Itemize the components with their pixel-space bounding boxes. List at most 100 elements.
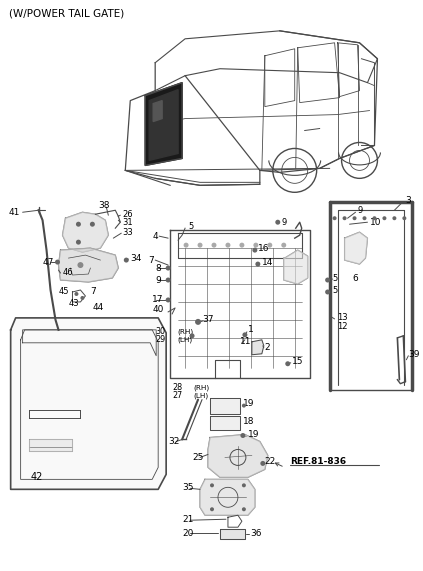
Text: 18: 18 <box>243 417 254 426</box>
Polygon shape <box>149 90 178 160</box>
Circle shape <box>260 461 265 466</box>
Circle shape <box>275 220 280 225</box>
Circle shape <box>253 243 258 248</box>
Circle shape <box>352 216 357 220</box>
Text: 28: 28 <box>172 383 182 392</box>
Text: (LH): (LH) <box>177 336 192 343</box>
Text: 10: 10 <box>369 218 381 227</box>
Text: 13: 13 <box>338 313 348 323</box>
Circle shape <box>76 240 81 244</box>
Text: 4: 4 <box>152 232 158 240</box>
Text: 26: 26 <box>122 210 133 219</box>
Text: 33: 33 <box>122 228 133 236</box>
Circle shape <box>325 278 330 283</box>
Polygon shape <box>58 248 118 282</box>
Circle shape <box>281 243 286 248</box>
Text: 7: 7 <box>148 256 154 264</box>
Text: 9: 9 <box>357 206 363 215</box>
Circle shape <box>90 222 95 227</box>
Circle shape <box>255 262 260 267</box>
Circle shape <box>382 216 387 220</box>
Text: (RH): (RH) <box>177 328 193 335</box>
Text: 44: 44 <box>92 303 104 312</box>
Polygon shape <box>210 416 240 429</box>
Text: 14: 14 <box>262 258 273 267</box>
Circle shape <box>76 222 81 227</box>
Text: 16: 16 <box>258 244 269 252</box>
Text: 19: 19 <box>243 399 254 408</box>
Text: 3: 3 <box>405 196 411 205</box>
Circle shape <box>363 216 366 220</box>
Polygon shape <box>153 100 162 122</box>
Polygon shape <box>284 250 308 284</box>
Circle shape <box>210 507 214 511</box>
Polygon shape <box>345 232 368 264</box>
Polygon shape <box>63 212 108 252</box>
Circle shape <box>166 278 170 283</box>
Text: 2: 2 <box>265 343 270 352</box>
Text: REF.81-836: REF.81-836 <box>290 457 346 466</box>
Text: 15: 15 <box>292 357 303 366</box>
Text: 47: 47 <box>43 258 54 267</box>
Text: 32: 32 <box>168 437 179 446</box>
Circle shape <box>212 243 217 248</box>
Circle shape <box>80 296 85 300</box>
Circle shape <box>190 333 195 339</box>
Text: 22: 22 <box>265 457 276 466</box>
Text: 25: 25 <box>192 453 203 462</box>
Polygon shape <box>11 318 166 489</box>
Text: 6: 6 <box>352 274 358 283</box>
Text: 40: 40 <box>152 305 164 315</box>
Circle shape <box>124 258 129 263</box>
Circle shape <box>285 361 290 366</box>
Text: 21: 21 <box>182 514 193 524</box>
Text: 43: 43 <box>69 299 79 308</box>
Text: 34: 34 <box>130 254 142 263</box>
Text: 35: 35 <box>182 483 194 492</box>
Circle shape <box>267 243 272 248</box>
Circle shape <box>198 243 203 248</box>
Text: 8: 8 <box>155 264 161 272</box>
Circle shape <box>242 483 246 487</box>
Text: 27: 27 <box>172 391 182 400</box>
Polygon shape <box>220 529 245 539</box>
Polygon shape <box>252 340 264 355</box>
Text: 11: 11 <box>240 337 251 347</box>
Circle shape <box>393 216 396 220</box>
Text: (RH): (RH) <box>193 384 209 391</box>
Circle shape <box>242 404 246 408</box>
Polygon shape <box>210 397 240 413</box>
Text: 12: 12 <box>338 323 348 331</box>
Text: 5: 5 <box>188 222 193 231</box>
Circle shape <box>166 266 170 271</box>
Circle shape <box>184 243 189 248</box>
Text: 30: 30 <box>155 327 165 336</box>
Circle shape <box>239 243 244 248</box>
Circle shape <box>210 483 214 487</box>
Text: 5: 5 <box>332 287 338 295</box>
Text: 39: 39 <box>408 350 420 359</box>
Text: 38: 38 <box>99 201 110 210</box>
Polygon shape <box>145 83 182 166</box>
Circle shape <box>332 216 337 220</box>
Circle shape <box>242 332 247 337</box>
Circle shape <box>225 243 231 248</box>
Text: 7: 7 <box>91 287 96 296</box>
Polygon shape <box>208 435 268 477</box>
Circle shape <box>77 262 83 268</box>
Text: 9: 9 <box>282 218 287 227</box>
Circle shape <box>343 216 346 220</box>
Circle shape <box>166 297 170 303</box>
Text: 46: 46 <box>63 268 73 276</box>
Text: 19: 19 <box>248 430 259 439</box>
Text: (W/POWER TAIL GATE): (W/POWER TAIL GATE) <box>8 9 124 19</box>
Text: 41: 41 <box>8 208 20 217</box>
Text: (LH): (LH) <box>193 392 208 399</box>
Circle shape <box>240 433 245 438</box>
Circle shape <box>55 260 60 264</box>
Text: 1: 1 <box>248 325 254 335</box>
Text: 36: 36 <box>250 529 261 538</box>
Circle shape <box>325 289 330 295</box>
Circle shape <box>74 292 78 296</box>
Circle shape <box>253 248 257 252</box>
